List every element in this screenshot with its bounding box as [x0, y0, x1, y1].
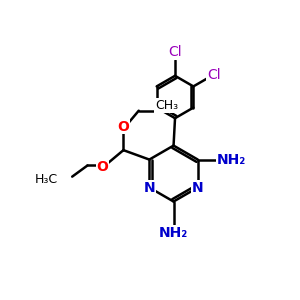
Text: Cl: Cl — [168, 45, 182, 59]
Text: NH₂: NH₂ — [159, 226, 188, 240]
Text: CH₃: CH₃ — [155, 99, 178, 112]
Text: NH₂: NH₂ — [217, 153, 246, 166]
Text: N: N — [143, 181, 155, 194]
Text: N: N — [192, 181, 204, 194]
Text: Cl: Cl — [207, 68, 220, 82]
Text: H₃C: H₃C — [34, 172, 58, 185]
Text: O: O — [118, 120, 129, 134]
Text: O: O — [96, 160, 108, 174]
